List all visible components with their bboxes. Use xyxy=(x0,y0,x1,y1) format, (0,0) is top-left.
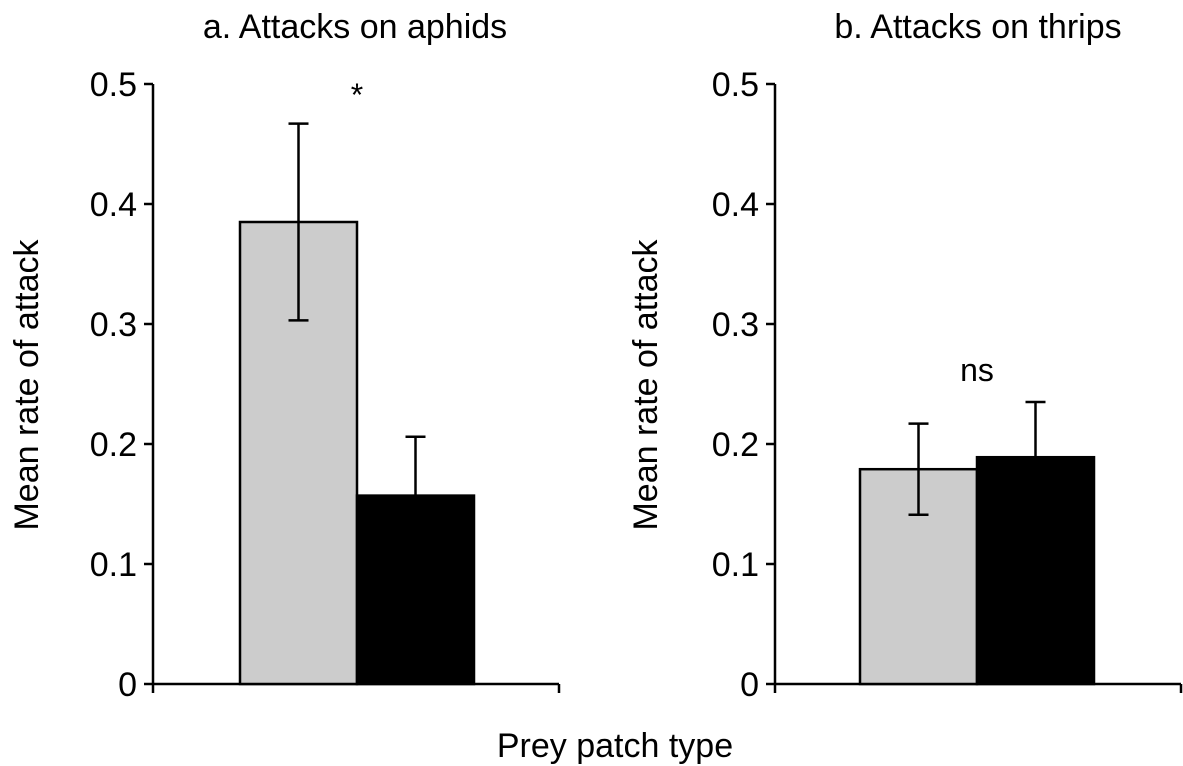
y-axis-label: Mean rate of attack xyxy=(8,238,46,530)
bar xyxy=(975,455,1096,686)
y-tick-label: 0.5 xyxy=(90,66,137,104)
y-tick-label: 0 xyxy=(740,666,759,704)
panel-title: b. Attacks on thrips xyxy=(834,8,1121,46)
y-tick-label: 0.5 xyxy=(712,66,759,104)
panel-title: a. Attacks on aphids xyxy=(203,8,507,46)
y-tick-label: 0 xyxy=(118,666,137,704)
significance-annotation: * xyxy=(351,77,363,113)
bar xyxy=(355,494,476,686)
y-axis-label: Mean rate of attack xyxy=(627,238,665,530)
y-tick-label: 0.4 xyxy=(712,186,759,224)
panel-b: b. Attacks on thrips Mean rate of attack 0… xyxy=(627,8,1183,704)
y-tick-label: 0.2 xyxy=(90,426,137,464)
y-tick-label: 0.1 xyxy=(712,546,759,584)
y-tick-label: 0.2 xyxy=(712,426,759,464)
y-tick-label: 0.3 xyxy=(712,306,759,344)
y-tick-label: 0.1 xyxy=(90,546,137,584)
x-axis-label: Prey patch type xyxy=(497,727,733,765)
y-tick-label: 0.3 xyxy=(90,306,137,344)
significance-annotation: ns xyxy=(960,352,994,388)
panel-a: a. Attacks on aphids Mean rate of attack 0… xyxy=(8,8,561,704)
y-tick-label: 0.4 xyxy=(90,186,137,224)
